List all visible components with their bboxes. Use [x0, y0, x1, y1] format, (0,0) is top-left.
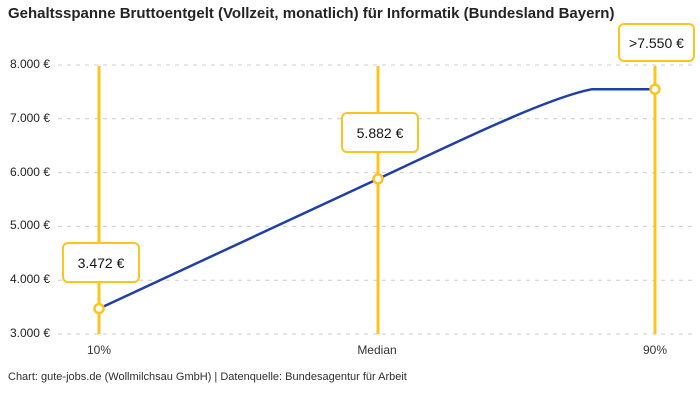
chart-title: Gehaltsspanne Bruttoentgelt (Vollzeit, m…: [8, 5, 615, 22]
value-annotation-box-10th: 3.472 €: [62, 242, 140, 283]
attribution-text: Chart: gute-jobs.de (Wollmilchsau GmbH) …: [8, 371, 407, 383]
x-axis-label-90th-percentile: 90%: [642, 343, 668, 357]
salary-line: [97, 87, 657, 310]
data-point[interactable]: [649, 83, 661, 95]
value-annotation-box-median: 5.882 €: [341, 112, 419, 153]
data-point[interactable]: [93, 302, 105, 315]
y-axis-tick-label: 7.000 €: [9, 111, 50, 125]
data-point[interactable]: [372, 173, 384, 185]
x-axis-label-median: Median: [357, 343, 397, 357]
y-axis-tick-label: 6.000 €: [9, 165, 50, 179]
y-axis-tick-label: 4.000 €: [9, 272, 50, 286]
y-axis-tick-label: 8.000 €: [9, 57, 50, 71]
value-annotation-box-90th: >7.550 €: [618, 23, 695, 62]
x-axis-label-10th-percentile: 10%: [86, 343, 112, 357]
y-axis-tick-label: 3.000 €: [9, 326, 50, 340]
y-axis-tick-label: 5.000 €: [9, 218, 50, 232]
